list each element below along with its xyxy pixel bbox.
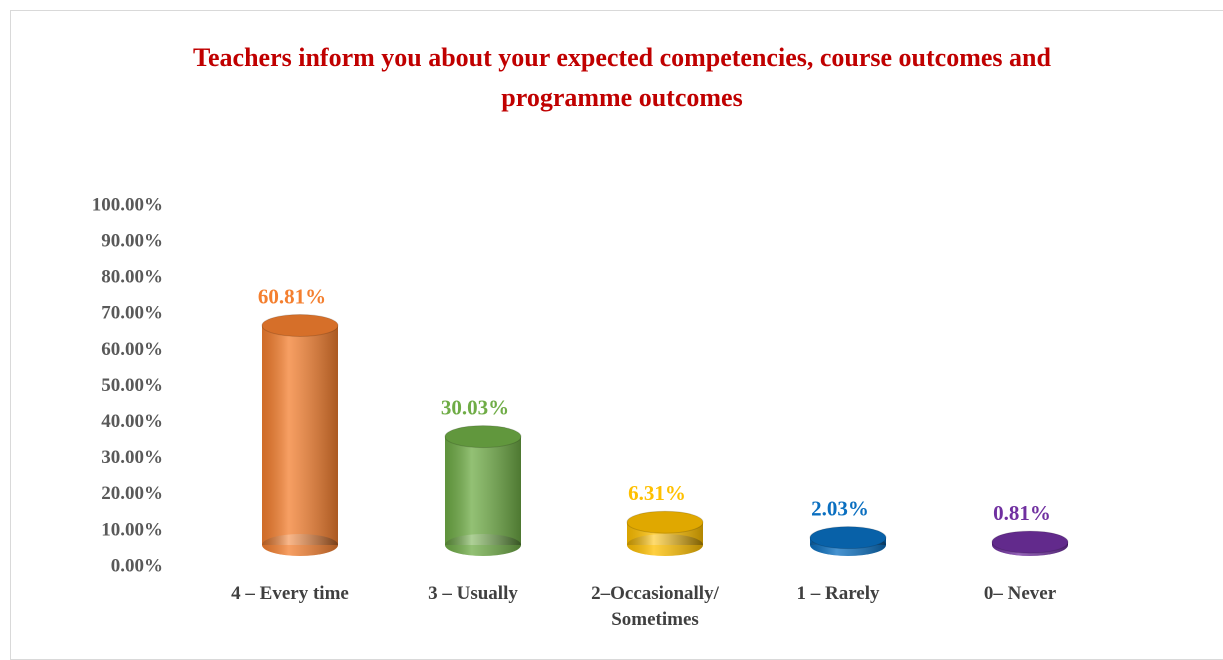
y-tick-label: 20.00%	[101, 483, 163, 504]
data-label: 30.03%	[441, 395, 509, 419]
bar	[261, 313, 339, 556]
x-tick-label: 1 – Rarely	[796, 583, 880, 604]
bar-top	[444, 425, 522, 449]
y-tick-label: 70.00%	[101, 303, 163, 324]
x-tick-label: 2–Occasionally/ Sometimes	[591, 583, 719, 630]
bar-top	[991, 530, 1069, 554]
bar-top-shade	[445, 425, 521, 448]
bar-top	[809, 526, 887, 550]
bar	[809, 526, 887, 556]
y-tick-label: 80.00%	[101, 267, 163, 288]
data-label: 6.31%	[628, 481, 686, 505]
bar-top-shade	[262, 314, 338, 337]
bar-top	[626, 510, 704, 534]
x-tick-label: 3 – Usually	[428, 583, 518, 604]
y-tick-label: 10.00%	[101, 519, 163, 540]
bar-body-shade	[262, 325, 338, 545]
bar	[444, 425, 522, 556]
y-tick-label: 30.00%	[101, 447, 163, 468]
bar-top	[261, 313, 339, 337]
bar-top-shade	[810, 526, 886, 549]
data-label: 0.81%	[993, 501, 1051, 525]
y-tick-label: 50.00%	[101, 375, 163, 396]
y-tick-label: 100.00%	[92, 194, 163, 215]
bar	[626, 510, 704, 556]
y-tick-label: 90.00%	[101, 230, 163, 251]
chart-title: Teachers inform you about your expected …	[193, 43, 1051, 112]
bar-body-shade	[445, 436, 521, 545]
x-tick-label: 4 – Every time	[231, 583, 349, 604]
y-tick-label: 40.00%	[101, 411, 163, 432]
data-label: 2.03%	[811, 496, 869, 520]
bar	[991, 530, 1069, 556]
y-tick-label: 60.00%	[101, 339, 163, 360]
y-tick-label: 0.00%	[111, 555, 163, 576]
bar-top-shade	[992, 531, 1068, 554]
data-label: 60.81%	[258, 284, 326, 308]
bar-top-shade	[627, 511, 703, 534]
x-tick-label: 0– Never	[983, 583, 1057, 604]
